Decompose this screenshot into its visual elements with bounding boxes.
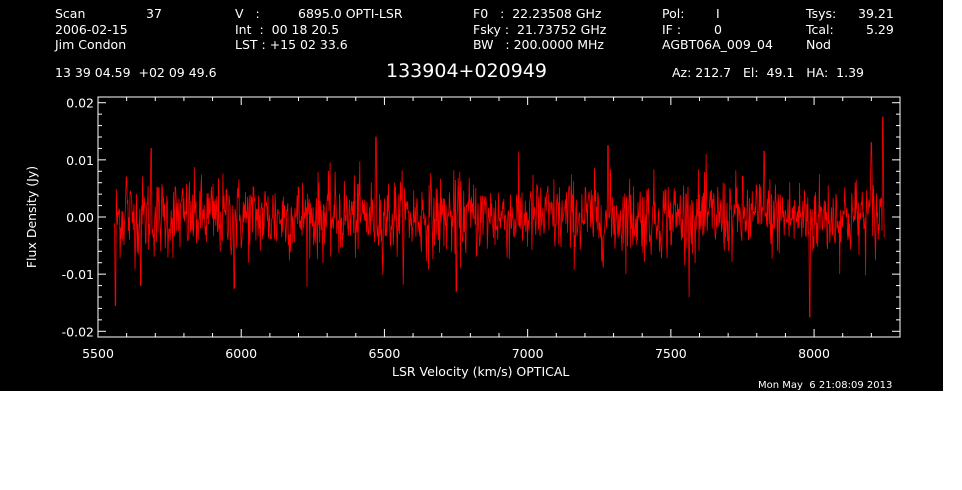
az-el-ha: Az: 212.7 El: 49.1 HA: 1.39 (672, 65, 865, 80)
header-col1-line1: Scan (55, 6, 86, 21)
x-tick-label: 5500 (82, 346, 114, 361)
pol-value: I (716, 6, 720, 21)
y-tick-label: -0.01 (62, 267, 94, 282)
header-col2-line1: V : (235, 6, 260, 21)
y-tick-label: -0.02 (62, 324, 94, 339)
header-col2-line2: Int : 00 18 20.5 (235, 22, 340, 37)
x-tick-label: 6000 (225, 346, 257, 361)
header-col1-line2: 2006-02-15 (55, 22, 128, 37)
tcal-value: 5.29 (866, 22, 894, 37)
header-col3-line1: F0 : 22.23508 GHz (473, 6, 602, 21)
header-col4-line2: IF : (662, 22, 682, 37)
timestamp: Mon May 6 21:08:09 2013 (758, 380, 893, 391)
header-col3-line2: Fsky : 21.73752 GHz (473, 22, 607, 37)
plot-panel: Scan 37 2006-02-15 Jim Condon V : 6895.0… (0, 0, 943, 391)
x-tick-label: 7000 (512, 346, 544, 361)
spectrum-trace (114, 116, 885, 318)
spectrum-chart: 5500 6000 6500 7000 7500 8000 -0.02 -0.01 0.00 0.… (24, 96, 901, 361)
x-axis-label: LSR Velocity (km/s) OPTICAL (392, 364, 570, 379)
header-col5-line1: Tsys: (806, 6, 837, 21)
tsys-value: 39.21 (858, 6, 894, 21)
y-axis-label: Flux Density (Jy) (24, 166, 39, 268)
header-col4-line1: Pol: (662, 6, 685, 21)
header-col4-line3: AGBT06A_009_04 (662, 37, 773, 52)
x-tick-label: 7500 (655, 346, 687, 361)
scan-number: 37 (146, 6, 162, 21)
y-tick-label: 0.02 (66, 96, 94, 111)
velocity-value: 6895.0 OPTI-LSR (298, 6, 403, 21)
source-name: 133904+020949 (386, 60, 547, 82)
header-col1-line3: Jim Condon (55, 37, 127, 52)
header-col2-line3: LST : +15 02 33.6 (235, 37, 348, 52)
header-col5-line2: Tcal: (806, 22, 834, 37)
header-col3-line3: BW : 200.0000 MHz (473, 37, 604, 52)
x-tick-label: 8000 (798, 346, 830, 361)
source-coords: 13 39 04.59 +02 09 49.6 (55, 65, 217, 80)
header-col5-line3: Nod (806, 37, 831, 52)
if-value: 0 (714, 22, 722, 37)
y-tick-label: 0.01 (66, 153, 94, 168)
x-tick-label: 6500 (369, 346, 401, 361)
y-tick-label: 0.00 (66, 210, 94, 225)
